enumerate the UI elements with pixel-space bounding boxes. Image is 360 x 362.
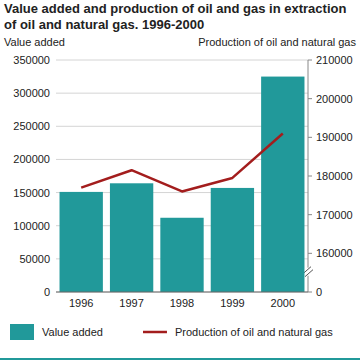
title-line: Value added and production of oil and ga… [4,1,346,16]
y-axis-title: Value added [4,36,65,48]
y2-tick-label: 0 [316,286,322,298]
y2-axis-title: Production of oil and natural gas [198,36,356,48]
y-tick-label: 0 [44,286,50,298]
y2-tick [308,292,312,293]
y2-tick-label: 190000 [316,131,353,143]
frame-rule [0,358,360,360]
legend-label: Production of oil and natural gas [175,326,333,338]
grid-line [56,60,308,61]
x-tick-label: 2000 [271,297,295,309]
chart: Value added and production of oil and ga… [0,0,360,362]
y2-tick-label: 210000 [316,54,353,66]
x-tick-label: 1997 [119,297,143,309]
y-tick-label: 200000 [13,153,50,165]
bar [160,218,203,292]
x-axis-line [56,292,308,293]
y2-tick-label: 180000 [316,170,353,182]
y2-tick-label: 170000 [316,209,353,221]
y2-tick [308,137,312,138]
bar [211,188,254,292]
y-tick-label: 350000 [13,54,50,66]
bar [60,192,103,292]
x-tick-label: 1998 [170,297,194,309]
y2-tick [308,253,312,254]
y-tick-label: 100000 [13,220,50,232]
x-tick-label: 1999 [220,297,244,309]
y-tick-label: 300000 [13,87,50,99]
axis-break [305,270,313,277]
y2-tick [308,214,312,215]
y2-tick [308,60,312,61]
y2-tick [308,176,312,177]
legend-swatch [10,324,34,340]
y2-tick-label: 160000 [316,247,353,259]
plot-area [60,77,305,292]
y-tick-label: 250000 [13,120,50,132]
title-line: of oil and natural gas. 1996-2000 [4,17,204,32]
y-tick-label: 150000 [13,187,50,199]
y-tick-label: 50000 [19,253,50,265]
axis-break-bg [303,268,313,276]
y2-tick [308,98,312,99]
y2-axis-line [308,60,309,292]
line [81,133,283,191]
bar [261,77,304,292]
grid-line [56,292,308,293]
x-tick-label: 1996 [69,297,93,309]
bar [110,183,153,292]
title: Value added and production of oil and ga… [4,1,346,32]
y2-tick-label: 200000 [316,93,353,105]
legend-swatch [143,331,167,334]
legend-label: Value added [42,326,103,338]
